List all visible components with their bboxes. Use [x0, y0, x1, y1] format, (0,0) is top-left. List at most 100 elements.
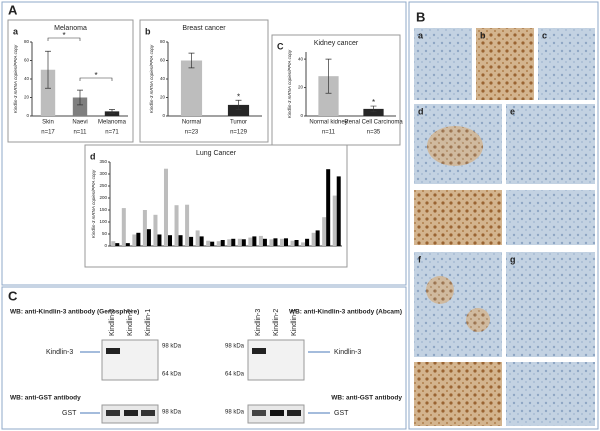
micrograph-label: c [542, 30, 547, 40]
bar [326, 169, 331, 246]
bar [336, 176, 341, 246]
band [270, 410, 284, 416]
micrograph-label: f [418, 254, 422, 264]
bar [163, 168, 168, 246]
y-tick-label: 20 [24, 95, 30, 100]
panel-frame [408, 1, 599, 430]
bar [185, 204, 190, 246]
micrograph-label: b [480, 30, 486, 40]
panel-frame [1, 286, 407, 430]
panel-frame [1, 1, 407, 286]
y-tick-label: 0 [26, 113, 29, 118]
band [252, 348, 266, 354]
bar [115, 243, 120, 246]
bar [258, 235, 263, 246]
lane-label: Kindlin-1 [145, 309, 152, 336]
bar [121, 208, 126, 246]
significance-mark: * [62, 31, 65, 40]
micrograph-label: a [418, 30, 424, 40]
n-label: n=17 [41, 130, 55, 136]
bar [40, 69, 56, 116]
micrograph-label: e [510, 106, 515, 116]
x-tick-label: Normal kidney [309, 120, 347, 126]
n-label: n=23 [185, 130, 199, 136]
significance-mark: * [372, 98, 375, 107]
chart-title: Lung Cancer [196, 150, 237, 157]
bar [252, 236, 257, 246]
bar [315, 230, 320, 246]
bar [132, 234, 137, 246]
band-label: Kindlin-3 [46, 349, 73, 356]
y-tick-label: 40 [298, 56, 304, 61]
y-tick-label: 100 [99, 219, 107, 224]
bar [157, 234, 162, 246]
y-axis-label: Kindlin-3 mRNA copies/PPIA copy [287, 49, 292, 118]
bar [104, 111, 120, 116]
bar [305, 238, 310, 246]
lane-label: Kindlin-2 [273, 309, 280, 336]
bar [262, 238, 267, 246]
bar [273, 238, 278, 246]
y-tick-label: 40 [160, 76, 166, 81]
blot-left: WB: anti-Kindlin-3 antibody (Genosphere)… [10, 309, 182, 424]
blot [247, 339, 305, 381]
band-label: Kindlin-3 [334, 349, 361, 356]
error-bar [235, 99, 242, 110]
bar [199, 236, 204, 246]
y-tick-label: 0 [300, 113, 303, 118]
significance-mark: * [237, 92, 240, 101]
blot [101, 339, 159, 381]
chart-title: Kidney cancer [314, 40, 359, 47]
marker: 98 kDa [225, 410, 245, 416]
micrograph [538, 28, 595, 100]
x-tick-label: Normal [182, 120, 201, 126]
bar [195, 230, 200, 246]
antibody-label: WB: anti-Kindlin-3 antibody (Abcam) [289, 309, 402, 316]
error-bar [45, 50, 51, 89]
bar [220, 240, 225, 246]
band [287, 410, 301, 416]
bar [318, 76, 339, 116]
bar [294, 240, 299, 246]
bar [153, 214, 158, 246]
bar [174, 205, 179, 246]
y-tick-label: 200 [99, 195, 107, 200]
chart-label: C [277, 41, 284, 51]
n-label: n=71 [105, 130, 119, 136]
y-tick-label: 20 [160, 95, 166, 100]
micrograph-label: d [418, 106, 424, 116]
significance-bracket [79, 77, 113, 81]
chart-label: a [13, 26, 19, 36]
marker: 98 kDa [162, 410, 182, 416]
chart-label: b [145, 26, 151, 36]
x-tick-label: Renal Cell Carcinoma [344, 120, 403, 126]
bar [231, 238, 236, 246]
y-axis-label: Kindlin-3 mRNA copies/PPIA copy [149, 44, 154, 113]
micrograph-inset [414, 362, 502, 426]
y-tick-label: 50 [102, 231, 108, 236]
error-bar [325, 58, 332, 94]
bar [301, 242, 306, 246]
significance-bracket [47, 37, 81, 41]
bar [227, 239, 232, 246]
x-tick-label: Naevi [72, 120, 87, 126]
x-tick-label: Tumor [230, 120, 247, 126]
micrograph [506, 252, 595, 357]
n-label: n=35 [367, 130, 381, 136]
antibody-label: WB: anti-GST antibody [10, 395, 81, 402]
bar [241, 239, 246, 246]
lane-label: Kindlin-2 [127, 309, 134, 336]
y-axis-label: Kindlin-3 mRNA copies/PPIA copy [91, 169, 96, 238]
significance-mark: * [94, 71, 97, 80]
y-tick-label: 60 [24, 58, 30, 63]
band [106, 410, 120, 416]
bar [248, 237, 253, 246]
micrograph-label: g [510, 254, 516, 264]
marker: 98 kDa [162, 344, 182, 350]
bar [111, 241, 116, 246]
lane-label: Kindlin-3 [255, 309, 262, 336]
blot-right: WB: anti-Kindlin-3 antibody (Abcam) Kind… [225, 309, 402, 424]
x-tick-label: Melanoma [98, 120, 127, 126]
bar [363, 108, 384, 116]
